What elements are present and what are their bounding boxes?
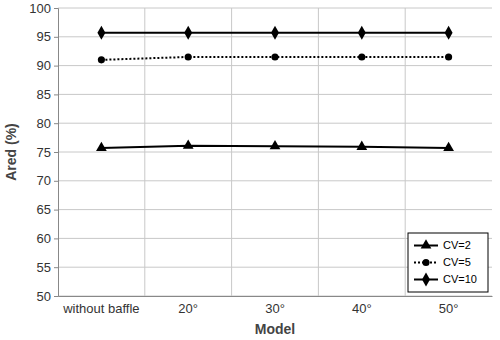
- x-tick-label: 20°: [178, 301, 198, 316]
- y-tick: 90: [37, 58, 58, 73]
- x-tick: 20°: [178, 296, 198, 316]
- y-tick: 80: [37, 116, 58, 131]
- grid-line: [58, 180, 492, 181]
- legend-box: [408, 233, 488, 292]
- y-tick: 60: [37, 231, 58, 246]
- x-axis-title: Model: [255, 321, 295, 337]
- x-tick: 50°: [439, 296, 459, 316]
- y-tick: 100: [29, 1, 58, 16]
- grid-line-vertical: [144, 8, 145, 296]
- grid-line-vertical: [318, 8, 319, 296]
- x-axis-line: [59, 296, 493, 297]
- point-marker: [445, 53, 452, 60]
- y-tick-mark: [54, 267, 58, 268]
- plot-area: [96, 26, 454, 151]
- point-marker: [271, 53, 278, 60]
- y-tick-mark: [54, 296, 58, 297]
- y-tick-mark: [54, 8, 58, 9]
- y-tick-mark: [54, 123, 58, 124]
- y-axis-title: Ared (%): [3, 123, 19, 181]
- y-tick-label: 80: [37, 116, 51, 131]
- legend-marker: [422, 273, 430, 287]
- y-tick: 65: [37, 202, 58, 217]
- y-axis-line: [54, 9, 59, 297]
- y-tick-mark: [54, 94, 58, 95]
- grid-line: [58, 65, 492, 66]
- grid-line: [58, 152, 492, 153]
- grid-line: [58, 209, 492, 210]
- x-tick-label: without baffle: [62, 301, 139, 316]
- x-tick: 30°: [265, 296, 285, 316]
- y-tick: 75: [37, 145, 58, 160]
- point-marker: [356, 141, 367, 150]
- x-axis: without baffle 20° 30° 40° 50°: [59, 296, 493, 316]
- point-marker: [185, 53, 192, 60]
- grid-line-vertical: [231, 8, 232, 296]
- y-tick-label: 60: [37, 231, 51, 246]
- point-marker: [443, 142, 454, 151]
- legend-marker: [422, 259, 429, 266]
- y-tick-mark: [54, 66, 58, 67]
- point-marker: [98, 56, 105, 63]
- point-marker: [358, 53, 365, 60]
- y-tick-label: 70: [37, 173, 51, 188]
- y-tick-label: 75: [37, 145, 51, 160]
- y-tick: 55: [37, 260, 58, 275]
- grid-line: [58, 296, 492, 297]
- x-tick-label: 40°: [352, 301, 372, 316]
- y-tick: 50: [37, 289, 58, 304]
- y-tick-label: 55: [37, 260, 51, 275]
- y-tick: 95: [37, 29, 58, 44]
- grid-line: [58, 123, 492, 124]
- grid: [58, 8, 492, 296]
- point-marker: [96, 142, 107, 151]
- y-tick-label: 85: [37, 87, 51, 102]
- legend: CV=2 CV=5 CV=10: [408, 233, 488, 292]
- y-tick-mark: [54, 210, 58, 211]
- y-axis: 50 55 60 65 70 75 80 85 90 95 100: [29, 1, 58, 304]
- x-tick: without baffle: [62, 296, 139, 316]
- y-tick: 85: [37, 87, 58, 102]
- x-tick-label: 50°: [439, 301, 459, 316]
- y-tick-mark: [54, 238, 58, 239]
- y-tick-mark: [54, 181, 58, 182]
- legend-label: CV=2: [443, 239, 471, 251]
- y-tick-mark: [54, 37, 58, 38]
- grid-line: [58, 8, 492, 9]
- x-tick: 40°: [352, 296, 372, 316]
- y-tick-label: 65: [37, 202, 51, 217]
- point-marker: [183, 139, 194, 148]
- y-tick-label: 100: [29, 1, 51, 16]
- x-tick-label: 30°: [265, 301, 285, 316]
- point-marker: [184, 26, 192, 40]
- point-marker: [271, 26, 279, 40]
- point-marker: [97, 26, 105, 40]
- y-tick: 70: [37, 173, 58, 188]
- point-marker: [270, 140, 281, 149]
- y-tick-mark: [54, 152, 58, 153]
- point-marker: [358, 26, 366, 40]
- legend-label: CV=10: [443, 273, 477, 285]
- y-tick-label: 50: [37, 289, 51, 304]
- y-tick-label: 90: [37, 58, 51, 73]
- legend-marker: [421, 239, 432, 248]
- y-tick-label: 95: [37, 29, 51, 44]
- grid-line: [58, 94, 492, 95]
- point-marker: [445, 26, 453, 40]
- grid-line-vertical: [405, 8, 406, 296]
- legend-label: CV=5: [443, 256, 471, 268]
